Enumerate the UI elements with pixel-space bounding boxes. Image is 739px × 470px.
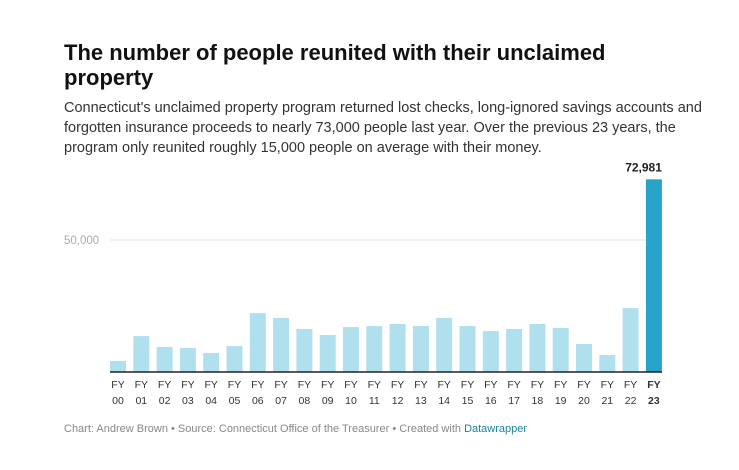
x-tick-label: 01 [135, 395, 147, 407]
x-tick-label: FY [484, 379, 497, 391]
bar [273, 317, 290, 372]
x-tick-label: 13 [415, 395, 427, 407]
x-tick-label: FY [414, 379, 427, 391]
y-tick-label: 50,000 [64, 235, 99, 247]
x-tick-label: FY [228, 379, 241, 391]
chart-description: Connecticut's unclaimed property program… [64, 100, 702, 156]
x-tick-label: 03 [182, 395, 194, 407]
bar [622, 308, 639, 372]
x-tick-label: FY [344, 379, 357, 391]
x-tick-label: 15 [462, 395, 474, 407]
x-tick-label: FY [461, 379, 474, 391]
bar [389, 323, 406, 372]
x-tick-label: FY [274, 379, 287, 391]
x-tick-label: FY [554, 379, 567, 391]
bar [576, 344, 592, 372]
chart-source: • Source: Connecticut Office of the Trea… [171, 423, 390, 435]
bar [599, 355, 616, 372]
bar [412, 326, 429, 372]
x-tick-label: 06 [252, 395, 264, 407]
bar [506, 328, 523, 372]
x-tick-label: 17 [508, 395, 520, 407]
x-tick-label: 21 [601, 395, 613, 407]
bar [296, 328, 313, 372]
bar [110, 360, 126, 372]
x-tick-label: FY [507, 379, 520, 391]
x-tick-label: FY [437, 379, 450, 391]
bar [552, 327, 569, 372]
bar [343, 327, 359, 372]
bar [203, 352, 220, 372]
x-tick-label: 19 [555, 395, 567, 407]
x-tick-label: FY [647, 379, 660, 391]
datawrapper-link[interactable]: Datawrapper [464, 423, 528, 435]
bar [179, 347, 196, 372]
x-tick-label: FY [181, 379, 194, 391]
x-tick-label: 07 [275, 395, 287, 407]
bar [436, 317, 453, 372]
x-tick-label: 18 [532, 395, 544, 407]
bar [249, 313, 266, 372]
x-tick-label: 02 [159, 395, 171, 407]
data-label: 72,981 [625, 160, 662, 174]
bar [529, 323, 546, 372]
x-tick-label: 16 [485, 395, 497, 407]
chart-credit: Chart: Andrew Brown [64, 423, 168, 435]
bar [156, 346, 173, 372]
x-tick-label: FY [531, 379, 544, 391]
x-tick-label: 23 [648, 395, 660, 407]
bar [645, 179, 662, 372]
x-tick-label: 05 [229, 395, 241, 407]
bar [133, 336, 150, 372]
x-tick-label: FY [298, 379, 311, 391]
bar [459, 326, 476, 372]
created-with: • Created with [392, 423, 461, 435]
x-tick-label: 11 [369, 395, 380, 407]
bar [482, 331, 499, 372]
x-tick-label: 10 [345, 395, 357, 407]
bar [226, 346, 243, 372]
x-tick-label: FY [111, 379, 124, 391]
bar [366, 326, 383, 372]
x-tick-label: FY [158, 379, 171, 391]
chart-footer: Chart: Andrew Brown • Source: Connecticu… [64, 423, 527, 435]
x-tick-label: FY [601, 379, 614, 391]
x-tick-label: FY [624, 379, 637, 391]
x-tick-label: FY [135, 379, 148, 391]
x-tick-label: 09 [322, 395, 334, 407]
chart-title: The number of people reunited with their… [64, 40, 606, 90]
x-tick-label: 12 [392, 395, 404, 407]
x-tick-label: FY [577, 379, 590, 391]
x-tick-label: 04 [205, 395, 217, 407]
x-tick-label: 20 [578, 395, 590, 407]
x-tick-label: 22 [625, 395, 637, 407]
x-tick-label: FY [204, 379, 217, 391]
bar [319, 335, 336, 372]
x-tick-label: 14 [438, 395, 450, 407]
x-tick-label: FY [321, 379, 334, 391]
x-tick-label: FY [391, 379, 404, 391]
x-tick-label: FY [251, 379, 264, 391]
x-tick-label: 08 [299, 395, 311, 407]
x-tick-label: FY [368, 379, 381, 391]
x-tick-label: 00 [112, 395, 124, 407]
